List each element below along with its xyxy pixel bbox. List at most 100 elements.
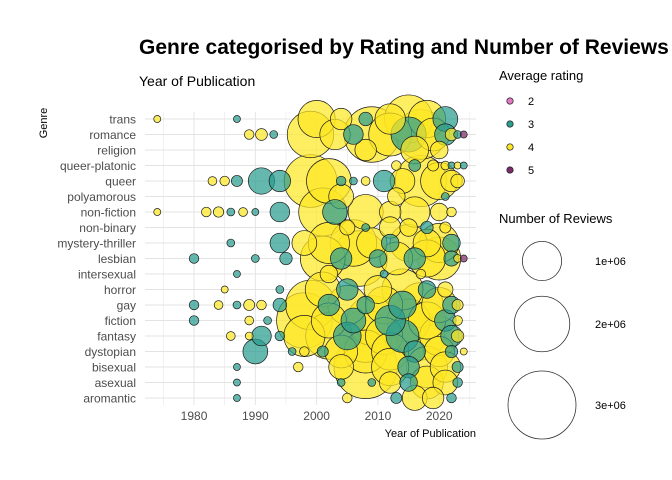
bubble — [349, 176, 358, 186]
bubble — [153, 208, 162, 216]
bubble — [255, 128, 268, 141]
y-tick-label: romance — [89, 128, 136, 142]
bubble — [459, 161, 468, 170]
bubble — [238, 207, 248, 217]
legend-size-circle — [521, 240, 563, 282]
bubble — [358, 111, 373, 127]
bubble — [340, 307, 367, 334]
bubble — [459, 254, 468, 263]
y-axis-title: Genre — [38, 108, 50, 139]
bubble — [399, 218, 418, 237]
y-tick-label: aromantic — [83, 392, 136, 406]
y-tick-label: non-binary — [79, 221, 136, 235]
legend-average-rating: Average rating 2 3 4 5 — [499, 68, 583, 177]
y-tick-label: fiction — [105, 314, 136, 328]
y-tick-label: horror — [104, 283, 136, 297]
bubble — [232, 300, 242, 310]
bubble — [293, 361, 304, 373]
y-tick-label: queer — [105, 175, 136, 189]
y-tick-label: trans — [109, 113, 136, 127]
bubble — [231, 175, 243, 187]
bubble — [317, 293, 340, 317]
bubble — [233, 363, 241, 371]
bubble — [336, 378, 346, 387]
bubble — [226, 238, 236, 248]
bubble — [188, 315, 200, 326]
bubble — [451, 329, 465, 343]
y-tick-label: bisexual — [92, 361, 136, 375]
bubble — [336, 278, 359, 301]
legend-color-swatch — [506, 143, 514, 151]
bubble — [459, 130, 468, 139]
bubble — [374, 103, 406, 135]
bubble — [233, 270, 241, 278]
bubble — [269, 232, 291, 254]
y-tick-label: polyamorous — [67, 190, 136, 204]
x-axis-title: Year of Publication — [385, 428, 476, 440]
bubble — [361, 223, 370, 232]
bubble — [233, 394, 241, 402]
bubble — [220, 285, 229, 294]
x-tick-label: 2000 — [303, 409, 330, 423]
bubble — [316, 345, 329, 358]
bubble — [335, 175, 347, 187]
legend-size-circle — [513, 295, 571, 353]
bubble — [452, 315, 463, 326]
bubble — [233, 115, 241, 123]
bubble — [391, 160, 402, 171]
y-tick-label: religion — [97, 144, 136, 158]
legend-size-circle — [507, 370, 577, 440]
bubble — [408, 159, 421, 172]
bubble — [446, 206, 457, 218]
bubble — [319, 264, 339, 284]
y-tick-label: lesbian — [98, 252, 136, 266]
bubble — [244, 331, 254, 341]
y-tick-label: gay — [117, 299, 136, 313]
legend-size-label: 2e+06 — [595, 319, 626, 331]
bubble — [339, 219, 356, 236]
bubble — [268, 169, 291, 193]
bubble — [275, 285, 285, 294]
bubble — [387, 187, 406, 206]
bubble — [421, 386, 445, 410]
bubble — [451, 361, 464, 373]
bubble — [263, 316, 272, 325]
x-tick-label: 1990 — [242, 409, 269, 423]
bubble — [219, 175, 230, 187]
legend-size-label: 1e+06 — [595, 256, 626, 268]
bubble — [299, 346, 310, 357]
x-tick-labels: 1980 1990 2000 2010 2020 — [181, 409, 453, 423]
legend-color-swatch — [506, 166, 514, 174]
bubble — [330, 107, 353, 131]
bubble — [399, 373, 418, 392]
bubble — [226, 331, 236, 341]
bubble — [322, 199, 348, 225]
x-tick-label: 2020 — [426, 409, 453, 423]
chart-subtitle: Year of Publication — [139, 73, 256, 89]
bubble — [272, 297, 288, 313]
bubble — [439, 221, 452, 234]
y-tick-label: intersexual — [78, 268, 136, 282]
bubble — [279, 251, 293, 266]
y-tick-label: dystopian — [85, 345, 136, 359]
bubble — [269, 201, 291, 223]
bubble — [368, 249, 388, 268]
bubble — [427, 159, 439, 172]
bubble — [452, 377, 463, 388]
bubble — [441, 192, 450, 201]
bubble — [417, 280, 437, 299]
bubble — [354, 138, 377, 162]
legend-color-swatch — [506, 120, 514, 128]
bubble — [153, 115, 162, 123]
bubbles — [153, 94, 468, 411]
bubble — [342, 392, 353, 404]
legend-size-title: Number of Reviews — [499, 211, 613, 226]
y-tick-label: queer-platonic — [60, 159, 136, 173]
bubble — [437, 281, 454, 298]
bubble — [444, 344, 459, 359]
bubble — [244, 129, 255, 140]
legend-color-label: 4 — [528, 142, 534, 154]
bubble — [213, 300, 224, 310]
bubble — [360, 176, 371, 186]
legend-size-label: 3e+06 — [595, 400, 626, 412]
